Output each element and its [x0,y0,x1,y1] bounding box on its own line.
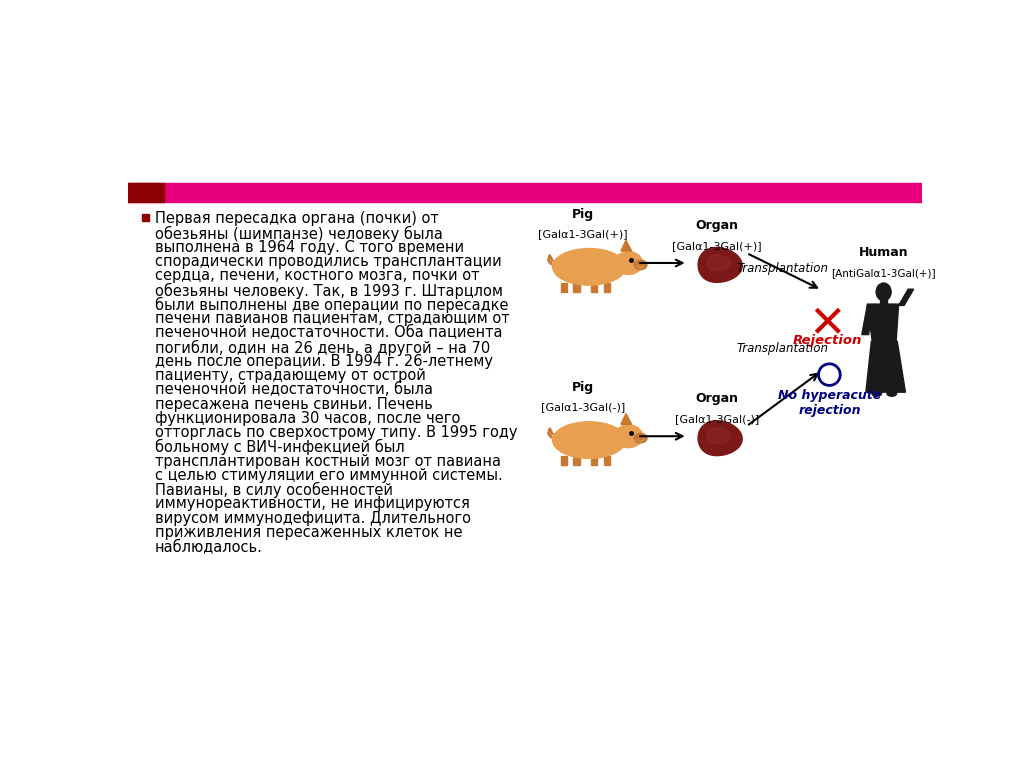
Ellipse shape [614,425,642,448]
Text: Pig: Pig [571,208,594,221]
Polygon shape [862,305,872,334]
Text: [Galα1-3Gal(-)]: [Galα1-3Gal(-)] [541,403,625,413]
Text: Transplantation: Transplantation [737,342,828,355]
Text: выполнена в 1964 году. С того времени: выполнена в 1964 году. С того времени [155,240,464,255]
Ellipse shape [553,249,626,285]
Text: пересажена печень свиньи. Печень: пересажена печень свиньи. Печень [155,397,433,412]
Text: наблюдалось.: наблюдалось. [155,539,263,554]
Text: день после операции. В 1994 г. 26-летнему: день после операции. В 1994 г. 26-летнем… [155,354,494,369]
Polygon shape [698,420,742,456]
Polygon shape [621,240,632,251]
Bar [604,282,610,292]
Bar [560,456,567,466]
Bar [591,456,597,466]
Polygon shape [707,255,731,271]
Ellipse shape [634,260,647,270]
Bar [591,282,597,292]
Text: были выполнены две операции по пересадке: были выполнены две операции по пересадке [155,297,509,313]
Ellipse shape [877,283,891,301]
Bar [573,282,580,292]
Text: [AntiGalα1-3Gal(+)]: [AntiGalα1-3Gal(+)] [831,268,936,278]
Text: пациенту, страдающему от острой: пациенту, страдающему от острой [155,368,426,383]
Text: спорадически проводились трансплантации: спорадически проводились трансплантации [155,254,502,269]
Text: Pig: Pig [571,381,594,394]
Ellipse shape [887,391,897,397]
Text: Rejection: Rejection [794,334,862,347]
Ellipse shape [872,391,882,397]
Text: печени павианов пациентам, страдающим от: печени павианов пациентам, страдающим от [155,311,510,326]
Text: с целью стимуляции его иммунной системы.: с целью стимуляции его иммунной системы. [155,468,503,482]
Text: иммунореактивности, не инфицируются: иммунореактивности, не инфицируются [155,496,470,512]
Text: Transplantation: Transplantation [737,262,828,275]
Text: вирусом иммунодефицита. Длительного: вирусом иммунодефицита. Длительного [155,511,471,525]
Text: трансплантирован костный мозг от павиана: трансплантирован костный мозг от павиана [155,453,501,469]
Text: печеночной недостаточности, была: печеночной недостаточности, была [155,382,433,397]
Text: обезьяны человеку. Так, в 1993 г. Штарцлом: обезьяны человеку. Так, в 1993 г. Штарцл… [155,282,503,299]
Bar [604,456,610,466]
Bar [560,282,567,292]
Text: приживления пересаженных клеток не: приживления пересаженных клеток не [155,525,463,540]
Polygon shape [866,341,905,392]
Polygon shape [899,289,913,305]
Bar [573,456,580,466]
Text: [Galα1-3Gal(+)]: [Galα1-3Gal(+)] [539,229,628,239]
Text: [Galα1-3Gal(-)]: [Galα1-3Gal(-)] [675,414,759,424]
Text: обезьяны (шимпанзе) человеку была: обезьяны (шимпанзе) человеку была [155,225,443,242]
Polygon shape [698,248,742,282]
Text: Organ: Organ [695,393,738,406]
Text: Organ: Organ [695,219,738,232]
Text: Первая пересадка органа (почки) от: Первая пересадка органа (почки) от [155,212,439,226]
Polygon shape [707,428,731,444]
Bar [128,183,922,202]
Text: [Galα1-3Gal(+)]: [Galα1-3Gal(+)] [672,241,762,251]
Bar [128,183,164,202]
Bar [142,214,148,221]
Polygon shape [621,413,632,424]
Bar [881,296,887,304]
Ellipse shape [553,422,626,459]
Text: отторглась по сверхострому типу. В 1995 году: отторглась по сверхострому типу. В 1995 … [155,425,517,440]
Text: печеночной недостаточности. Оба пациента: печеночной недостаточности. Оба пациента [155,325,503,341]
Text: сердца, печени, костного мозга, почки от: сердца, печени, костного мозга, почки от [155,268,479,283]
Text: функционировала 30 часов, после чего: функционировала 30 часов, после чего [155,411,461,426]
Text: No hyperacute
rejection: No hyperacute rejection [778,390,881,417]
Ellipse shape [634,433,647,443]
Text: Павианы, в силу особенностей: Павианы, в силу особенностей [155,482,393,499]
Polygon shape [867,304,899,344]
Text: Human: Human [859,246,908,259]
Text: больному с ВИЧ-инфекцией был: больному с ВИЧ-инфекцией был [155,439,404,456]
Ellipse shape [614,252,642,275]
Text: погибли, один на 26 день, а другой – на 70: погибли, один на 26 день, а другой – на … [155,340,490,356]
